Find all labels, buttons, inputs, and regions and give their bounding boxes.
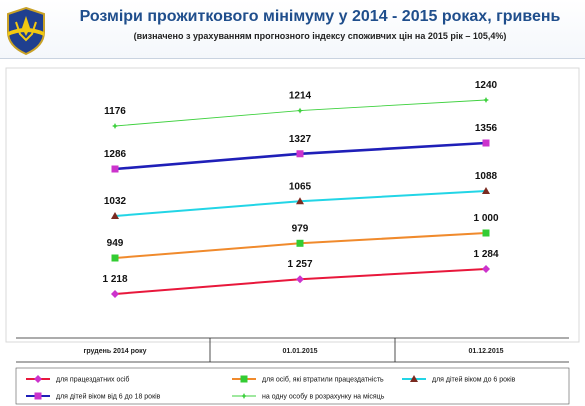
legend-marker [34, 375, 42, 383]
data-label: 1286 [104, 149, 127, 160]
legend-label: для працездатних осіб [56, 376, 129, 384]
data-point [297, 107, 303, 114]
data-point [112, 123, 118, 129]
legend-marker [240, 375, 248, 383]
data-point [296, 239, 304, 247]
legend-label: для осіб, які втратили працездатність [262, 376, 384, 384]
chart-title: Розміри прожиткового мінімуму у 2014 - 2… [79, 8, 561, 25]
data-point [482, 229, 490, 237]
data-point [483, 97, 489, 103]
data-label: 1214 [289, 91, 312, 102]
data-label: 1088 [475, 171, 498, 182]
data-label: 1176 [104, 106, 126, 117]
legend-item: для дітей віком до 6 років [402, 375, 516, 384]
data-label: 1 218 [102, 274, 127, 285]
data-point [482, 139, 490, 147]
data-label: 1240 [475, 80, 498, 91]
data-label: 1 284 [473, 249, 498, 260]
data-point [111, 212, 119, 219]
chart-subtitle: (визначено з урахуванням прогнозного інд… [133, 31, 507, 41]
legend-marker [34, 392, 42, 400]
data-label: 1327 [289, 134, 312, 145]
category-label: грудень 2014 року [83, 348, 146, 355]
legend-marker [241, 393, 247, 399]
legend-marker [410, 375, 418, 382]
data-point [111, 290, 119, 298]
category-label: 01.01.2015 [282, 348, 317, 355]
legend-item: для працездатних осіб [26, 375, 129, 384]
emblem-icon [7, 6, 45, 56]
legend-item: для осіб, які втратили працездатність [232, 375, 384, 384]
legend-box [15, 367, 570, 405]
data-label: 1356 [475, 123, 498, 134]
category-label: 01.12.2015 [468, 348, 503, 355]
data-label: 1065 [289, 181, 312, 192]
data-point [482, 187, 490, 194]
slide-header: Розміри прожиткового мінімуму у 2014 - 2… [0, 0, 585, 59]
data-label: 979 [292, 223, 309, 234]
data-point [296, 275, 304, 284]
data-label: 1032 [104, 196, 127, 207]
legend-label: для дітей віком від 6 до 18 років [56, 393, 161, 401]
data-label: 949 [107, 238, 124, 249]
legend-label: для дітей віком до 6 років [432, 376, 516, 384]
data-point [111, 165, 119, 173]
data-label: 1 000 [473, 213, 498, 224]
line-chart: 1176 1214 1240 1286 1327 1356 1032 1065 1088 949 9… [5, 67, 580, 405]
data-label: 1 257 [287, 259, 312, 270]
chart-panel [5, 67, 580, 343]
legend-item: для дітей віком від 6 до 18 років [26, 392, 161, 401]
legend-label: на одну особу в розрахунку на місяць [262, 393, 385, 401]
data-point [482, 265, 490, 273]
data-point [296, 197, 304, 205]
data-point [111, 254, 119, 262]
legend-item: на одну особу в розрахунку на місяць [232, 393, 385, 401]
data-point [296, 150, 304, 158]
